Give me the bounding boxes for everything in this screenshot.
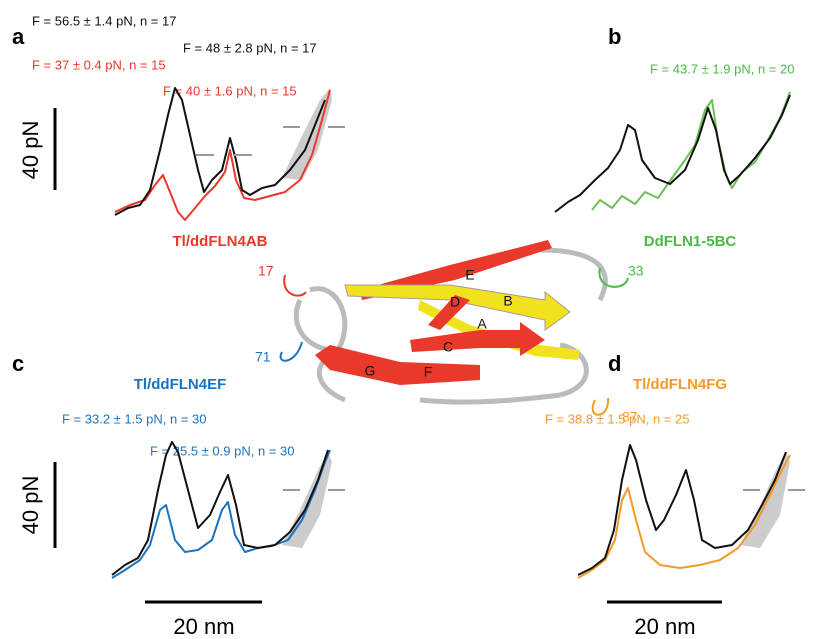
force-label: F = 37 ± 0.4 pN, n = 15 — [32, 57, 166, 72]
strand-labels: A B C D E F G — [365, 267, 513, 380]
trace — [114, 89, 331, 221]
panel-label: b — [608, 24, 621, 49]
force-label: F = 48 ± 2.8 pN, n = 17 — [183, 40, 317, 55]
construct-name: Tl/ddFLN4FG — [633, 376, 727, 393]
trace — [111, 449, 331, 579]
panel-label: d — [608, 351, 621, 376]
protein-structure — [293, 240, 608, 405]
residue-labels: 17 33 71 87 — [255, 263, 644, 425]
trace — [554, 94, 791, 213]
residue-label: 71 — [255, 349, 271, 365]
shade — [282, 88, 332, 180]
residue-label: 17 — [258, 263, 274, 279]
force-label: F = 40 ± 1.6 pN, n = 15 — [163, 83, 297, 98]
panel-label: c — [12, 351, 24, 376]
scale-label: 20 nm — [173, 614, 234, 639]
strand-label: E — [465, 267, 474, 283]
arrows — [196, 126, 345, 156]
force-label: F = 38.8 ± 1.5 pN, n = 25 — [545, 411, 689, 426]
scale-label: 20 nm — [634, 614, 695, 639]
residue-label: 33 — [628, 263, 644, 279]
strand-label: G — [365, 363, 376, 379]
residue-label: 87 — [622, 409, 638, 425]
force-label: F = 43.7 ± 1.9 pN, n = 20 — [650, 61, 794, 76]
trace — [111, 441, 329, 576]
construct-name: Tl/ddFLN4EF — [134, 376, 227, 393]
strand-label: B — [503, 293, 512, 309]
construct-name: Tl/ddFLN4AB — [173, 233, 268, 250]
trace — [591, 91, 791, 211]
construct-name: DdFLN1-5BC — [644, 233, 737, 250]
strand-label: D — [450, 294, 460, 310]
scale-label: 40 pN — [18, 476, 43, 535]
panel-label: a — [12, 24, 25, 49]
force-label: F = 25.5 ± 0.9 pN, n = 30 — [150, 443, 294, 458]
force-label: F = 56.5 ± 1.4 pN, n = 17 — [32, 13, 176, 28]
force-label: F = 33.2 ± 1.5 pN, n = 30 — [62, 411, 206, 426]
strand-label: F — [424, 364, 433, 380]
trace — [114, 87, 326, 216]
termini-loops — [279, 267, 629, 416]
scale-label: 40 pN — [18, 121, 43, 180]
trace — [577, 444, 787, 576]
strand-label: C — [443, 339, 453, 355]
strand-label: A — [477, 316, 487, 332]
trace — [577, 454, 791, 579]
